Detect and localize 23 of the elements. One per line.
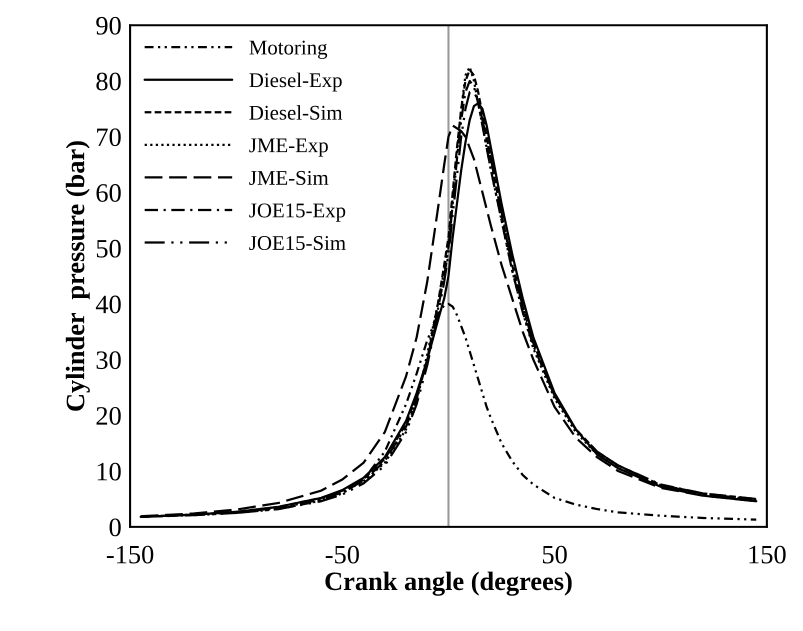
legend-label: Diesel-Exp (249, 72, 342, 92)
y-tick-label: 60 (96, 184, 121, 202)
y-tick-label: 50 (96, 240, 121, 258)
y-tick-label: 70 (97, 128, 121, 146)
x-axis-title: Crank angle (degrees) (325, 572, 572, 596)
x-tick-label: -50 (326, 546, 359, 564)
y-tick-label: 40 (96, 296, 121, 314)
y-tick-label: 10 (98, 462, 121, 481)
y-tick-label: 20 (96, 407, 121, 425)
legend-label: Diesel-Sim (249, 105, 342, 120)
legend-label: JOE15-Exp (249, 203, 346, 222)
y-tick-label: 80 (96, 72, 121, 90)
legend-label: JOE15-Sim (249, 236, 346, 250)
y-tick-label: 0 (110, 518, 121, 536)
y-tick-label: 30 (96, 351, 121, 370)
y-tick-label: 90 (96, 16, 121, 35)
legend-label: JME-Sim (249, 170, 328, 185)
x-tick-label: -150 (106, 546, 154, 564)
legend-label: Motoring (249, 40, 328, 59)
x-tick-label: 150 (749, 546, 786, 564)
y-axis-title: Cylinder pressure (bar) (66, 141, 90, 411)
legend-label: JME-Exp (249, 138, 328, 157)
x-tick-label: 50 (542, 546, 567, 564)
